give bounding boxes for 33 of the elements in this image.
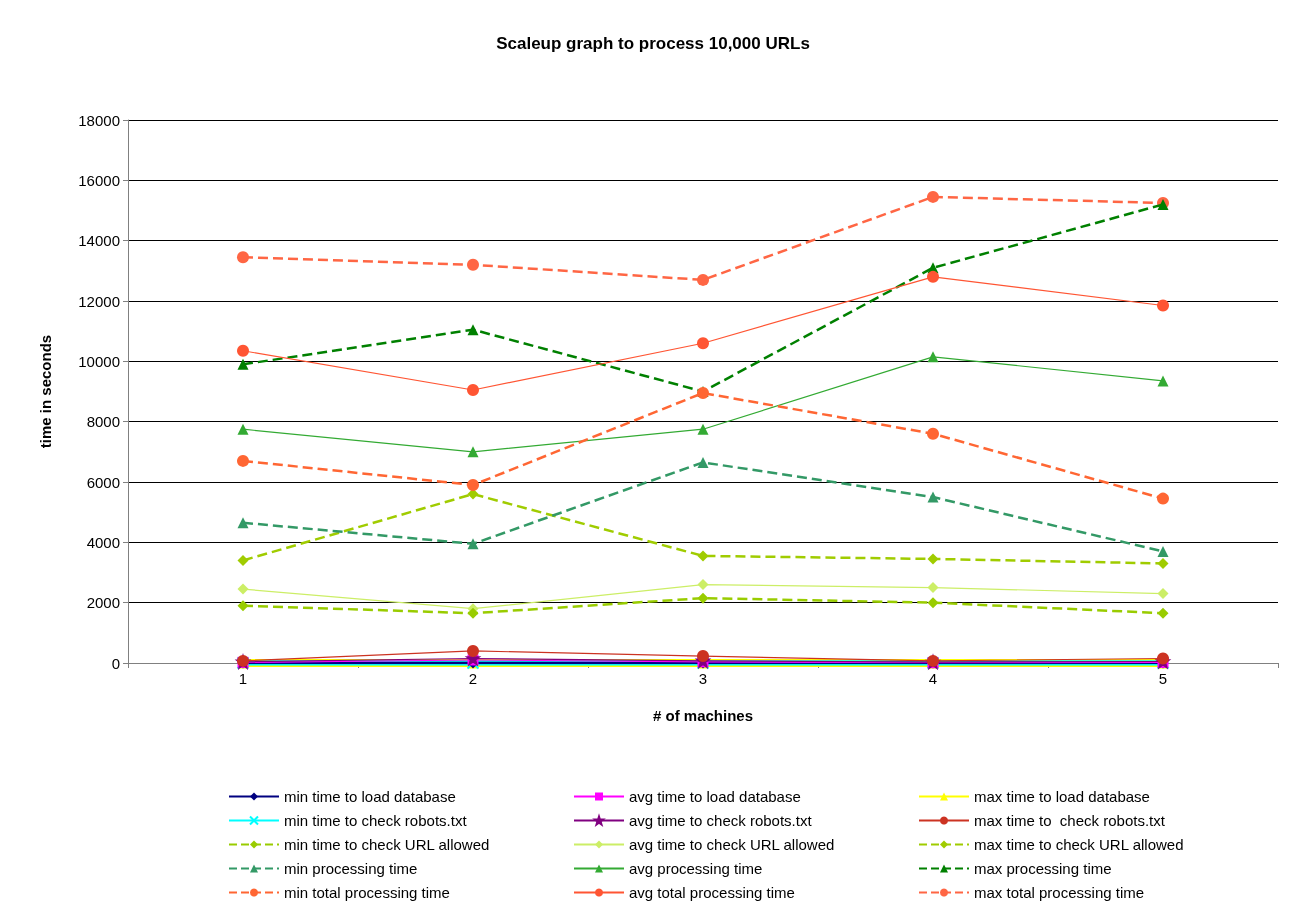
y-tick-label: 6000: [86, 473, 120, 491]
legend-label: avg time to load database: [629, 788, 801, 805]
y-tick-label: 4000: [86, 533, 120, 551]
legend-label: max time to check URL allowed: [974, 836, 1184, 853]
y-tick-label: 14000: [78, 232, 120, 250]
y-tick-label: 8000: [86, 413, 120, 431]
chart-title: Scaleup graph to process 10,000 URLs: [496, 34, 810, 53]
x-tick-label: 3: [698, 670, 708, 687]
y-tick-label: 10000: [78, 352, 120, 370]
legend-label: max time to load database: [974, 788, 1150, 805]
x-tick-label: 1: [238, 670, 248, 687]
legend-label: avg time to check URL allowed: [629, 836, 835, 853]
legend-label: avg processing time: [629, 860, 763, 877]
legend-label: max processing time: [974, 860, 1112, 877]
legend-label: avg time to check robots.txt: [629, 812, 813, 829]
x-tick-label: 2: [468, 670, 478, 687]
y-tick-label: 18000: [78, 111, 120, 129]
y-tick-label: 2000: [86, 594, 120, 612]
y-axis-title: time in seconds: [37, 334, 54, 449]
legend-label: min time to check robots.txt: [284, 812, 468, 829]
x-tick-label: 4: [928, 670, 938, 687]
x-axis-title: # of machines: [652, 707, 754, 724]
y-tick-label: 0: [111, 654, 120, 672]
legend-label: avg total processing time: [629, 884, 795, 901]
legend-label: min processing time: [284, 860, 418, 877]
legend-label: min time to load database: [284, 788, 456, 805]
x-tick-label: 5: [1158, 670, 1168, 687]
legend-label: max total processing time: [974, 884, 1145, 901]
legend-label: min total processing time: [284, 884, 450, 901]
y-tick-label: 16000: [78, 171, 120, 189]
legend-label: max time to check robots.txt: [974, 812, 1166, 829]
legend-label: min time to check URL allowed: [284, 836, 490, 853]
y-tick-label: 12000: [78, 292, 120, 310]
